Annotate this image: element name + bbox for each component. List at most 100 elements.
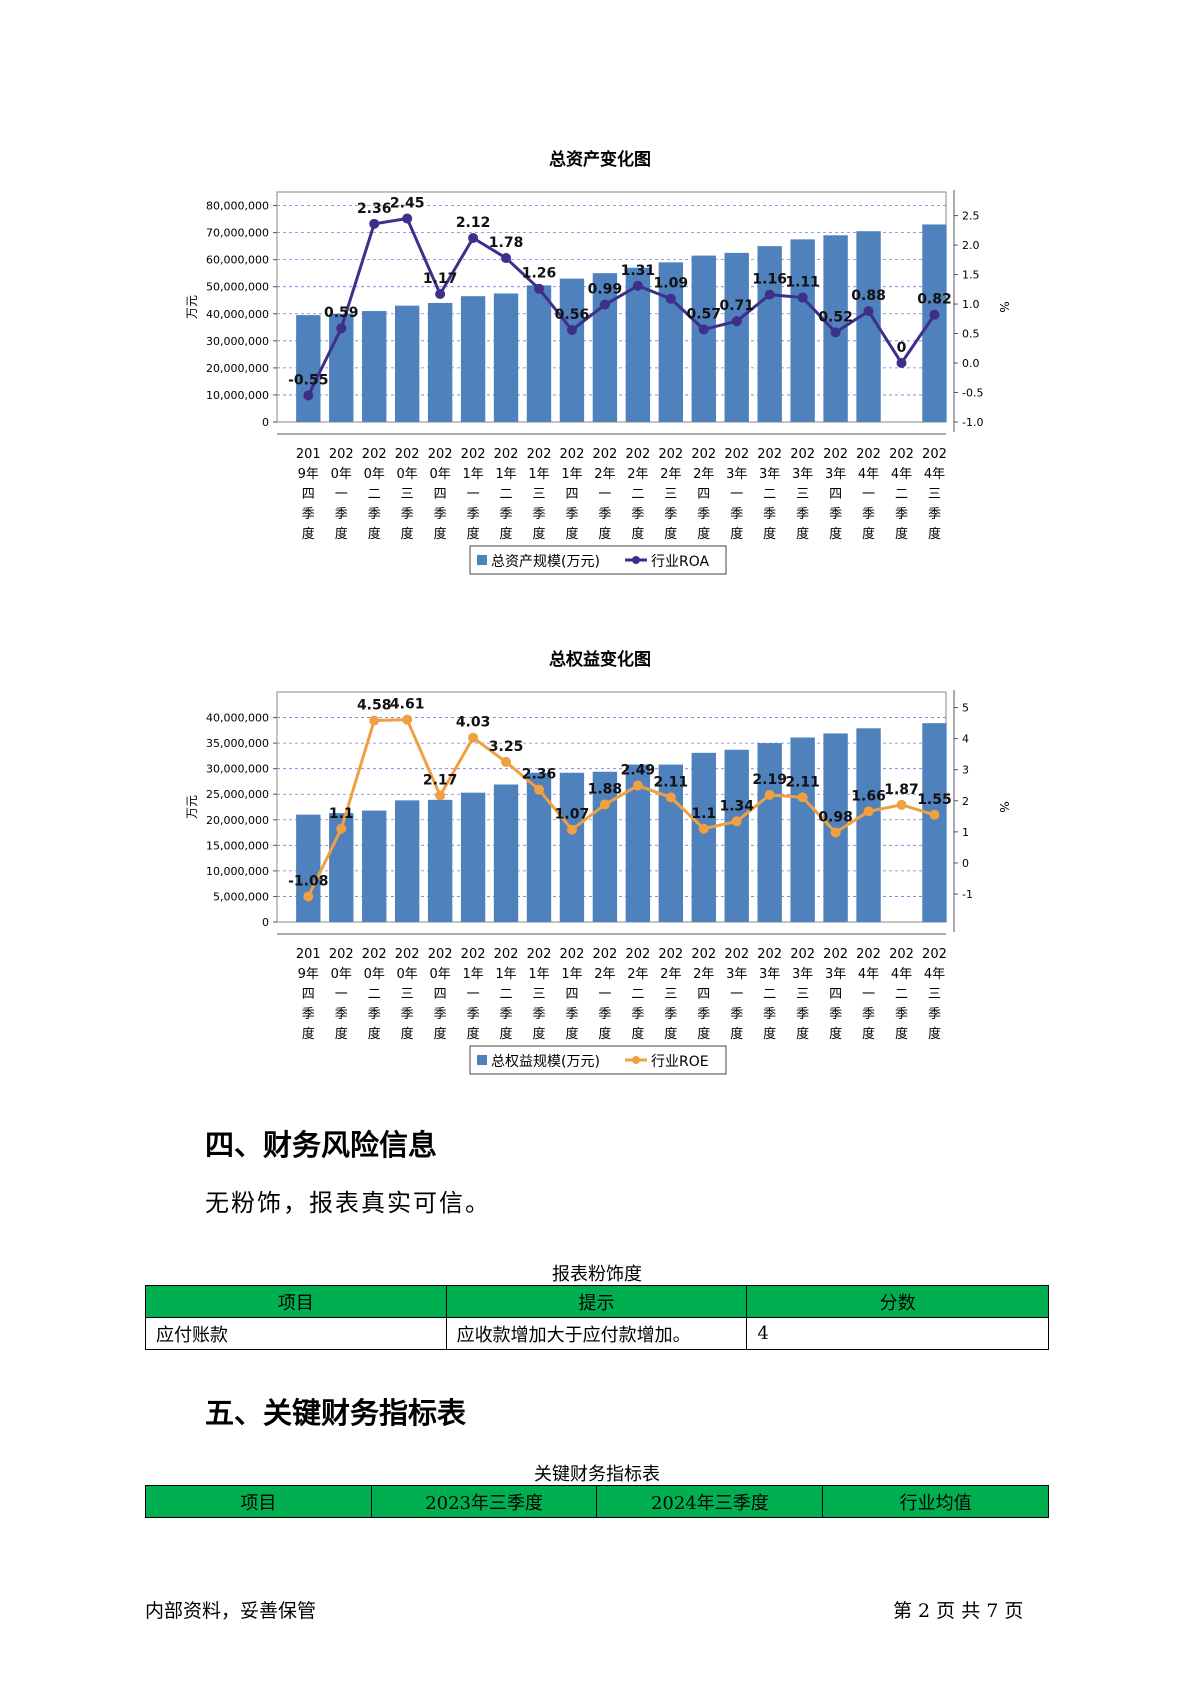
table-header-row: 项目 提示 分数 <box>145 1285 1049 1318</box>
left-tick-label: 10,000,000 <box>206 865 269 878</box>
category-label: 季 <box>631 1007 644 1022</box>
category-label: 二 <box>631 487 644 502</box>
category-label: 度 <box>895 1026 908 1042</box>
category-label: 季 <box>335 507 348 522</box>
category-label: 度 <box>763 1026 776 1042</box>
line-point <box>797 292 808 303</box>
category-label: 季 <box>335 1007 348 1022</box>
category-label: 度 <box>796 526 809 542</box>
line-point <box>830 827 841 838</box>
category-label: 度 <box>796 1026 809 1042</box>
category-label: 度 <box>434 1026 447 1042</box>
category-label: 三 <box>928 987 941 1002</box>
right-axis-label: % <box>997 301 1011 312</box>
category-label: 0年 <box>331 467 352 482</box>
cell-score: 4 <box>746 1317 1049 1350</box>
line-point <box>566 325 577 335</box>
bar <box>592 771 618 922</box>
line-point <box>896 358 907 369</box>
bar <box>724 252 749 422</box>
category-label: 度 <box>302 1026 315 1042</box>
category-label: 1年 <box>561 967 582 982</box>
category-label: 202 <box>889 447 914 462</box>
category-label: 202 <box>823 447 848 462</box>
legend-bar-label: 总资产规模(万元) <box>491 554 600 570</box>
bar <box>757 246 782 422</box>
data-label: 1.66 <box>851 788 886 804</box>
bar <box>362 311 387 422</box>
category-label: 度 <box>401 526 414 542</box>
category-label: 202 <box>691 947 716 962</box>
category-label: 二 <box>368 987 381 1002</box>
category-label: 202 <box>757 947 782 962</box>
data-label: 1.34 <box>719 798 754 814</box>
category-label: 度 <box>500 526 513 542</box>
category-label: 1年 <box>528 467 549 482</box>
chart-title: 总资产变化图 <box>549 149 651 170</box>
left-tick-label: 60,000,000 <box>206 254 269 267</box>
bar <box>296 315 321 422</box>
right-tick-label: 0.0 <box>962 357 980 370</box>
right-tick-label: 1.0 <box>962 298 980 311</box>
bar <box>790 737 815 922</box>
left-axis-label: 万元 <box>185 795 199 819</box>
category-label: 202 <box>889 947 914 962</box>
data-label: 3.25 <box>489 739 524 755</box>
category-label: 度 <box>862 526 875 542</box>
category-label: 四 <box>434 987 447 1002</box>
category-label: 1年 <box>495 967 516 982</box>
data-label: 1.1 <box>691 806 716 822</box>
data-label: 2.12 <box>456 215 491 231</box>
data-label: 1.55 <box>917 792 952 808</box>
category-label: 2年 <box>627 467 648 482</box>
assets-chart: 总资产变化图 0 10,000,000 20,000,000 30,000,000 40,… <box>0 140 1191 600</box>
left-tick-label: 20,000,000 <box>206 362 269 375</box>
data-label: 1.78 <box>489 235 524 251</box>
line-point <box>797 792 808 803</box>
category-label: 4年 <box>891 967 912 982</box>
data-label: 1.11 <box>785 275 820 291</box>
cell-hint: 应收款增加大于应付款增加。 <box>445 1317 748 1350</box>
category-label: 9年 <box>298 967 319 982</box>
category-label: 202 <box>428 447 453 462</box>
category-label: 四 <box>829 987 842 1002</box>
category-label: 202 <box>494 947 519 962</box>
data-label: 1.16 <box>752 272 787 288</box>
category-label: 0年 <box>364 967 385 982</box>
line-point <box>698 324 709 335</box>
line-point <box>369 218 380 229</box>
line-point <box>665 293 676 304</box>
category-label: 202 <box>362 447 387 462</box>
category-label: 2年 <box>693 967 714 982</box>
category-label: 度 <box>730 1026 743 1042</box>
right-tick-label: -1.0 <box>962 416 983 429</box>
category-label: 202 <box>691 447 716 462</box>
bar <box>559 772 585 922</box>
footer-left: 内部资料，妥善保管 <box>145 1600 317 1622</box>
category-label: 一 <box>598 487 611 502</box>
data-label: 1.26 <box>522 266 557 282</box>
data-label: 2.36 <box>522 767 557 783</box>
line-point <box>632 280 643 291</box>
equity-chart-svg: 总权益变化图 0 5,000,000 10,000,000 15,000,000 20,0… <box>185 649 1011 1075</box>
line-point <box>303 891 314 902</box>
header-cell-2024q3: 2024年三季度 <box>596 1485 824 1518</box>
category-label: 季 <box>862 1007 875 1022</box>
window-dressing-table: 项目 提示 分数 应付账款 应收款增加大于应付款增加。 4 <box>145 1285 1049 1350</box>
data-label: -1.08 <box>288 874 328 890</box>
category-label: 二 <box>763 987 776 1002</box>
assets-chart-svg: 总资产变化图 0 10,000,000 20,000,000 30,000,000 40,… <box>185 149 1011 575</box>
category-label: 季 <box>368 1007 381 1022</box>
category-label: 2年 <box>594 467 615 482</box>
category-label: 202 <box>527 947 552 962</box>
bar <box>493 293 519 422</box>
category-label: 0年 <box>331 967 352 982</box>
line-point <box>764 789 775 800</box>
legend-bar-swatch <box>477 555 487 565</box>
line-point <box>402 213 413 224</box>
category-label: 季 <box>697 507 710 522</box>
category-label: 3年 <box>792 967 813 982</box>
data-label: 0.52 <box>818 309 853 325</box>
right-tick-label: 2.5 <box>962 210 980 223</box>
category-label: 二 <box>763 487 776 502</box>
